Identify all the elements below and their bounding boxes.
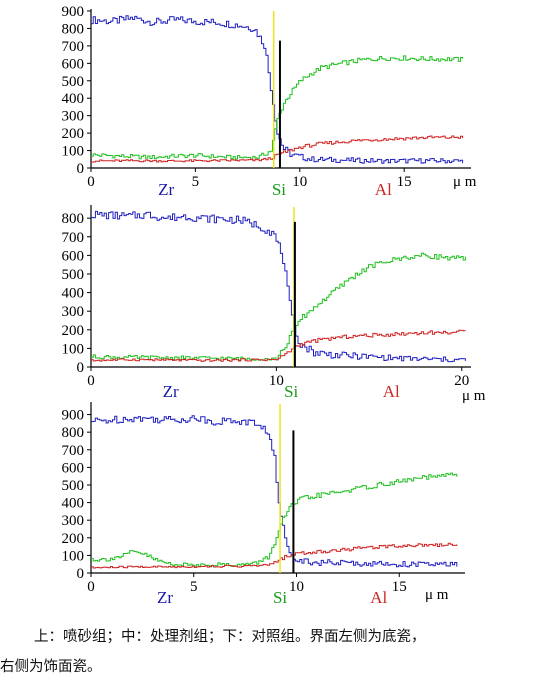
series-label-zr: Zr — [158, 180, 174, 199]
y-tick-label: 300 — [62, 304, 85, 320]
y-tick-label: 0 — [77, 161, 85, 177]
x-tick-label: 20 — [454, 373, 469, 389]
caption-line-1: 上：喷砂组；中：处理剂组；下：对照组。界面左侧为底瓷， — [34, 629, 426, 645]
y-tick-label: 300 — [62, 513, 85, 529]
y-tick-label: 600 — [62, 460, 85, 476]
x-tick-label: 5 — [190, 579, 198, 595]
x-unit-label: μ m — [453, 174, 477, 190]
y-tick-label: 500 — [62, 267, 85, 283]
series-label-si: Si — [284, 382, 298, 401]
series-label-al: Al — [370, 588, 387, 607]
y-tick-label: 800 — [62, 21, 85, 37]
y-tick-label: 500 — [62, 478, 85, 494]
series-line-si — [91, 252, 466, 361]
x-tick-label: 0 — [87, 174, 95, 190]
y-tick-label: 200 — [62, 323, 85, 339]
series-label-al: Al — [375, 180, 392, 199]
y-tick-label: 100 — [62, 548, 85, 564]
y-tick-label: 300 — [62, 109, 85, 125]
series-line-si — [91, 55, 464, 160]
series-label-si: Si — [272, 180, 286, 199]
series-line-si — [91, 472, 458, 567]
x-tick-label: 10 — [269, 373, 284, 389]
series-line-zr — [91, 15, 464, 164]
y-tick-label: 100 — [62, 341, 85, 357]
series-line-al — [91, 135, 464, 163]
series-label-zr: Zr — [157, 588, 173, 607]
figure-caption: 上：喷砂组；中：处理剂组；下：对照组。界面左侧为底瓷， 右侧为饰面瓷。 — [0, 622, 536, 682]
y-tick-label: 700 — [62, 39, 85, 55]
y-tick-label: 200 — [62, 531, 85, 547]
x-tick-label: 0 — [87, 579, 95, 595]
y-tick-label: 100 — [62, 144, 85, 160]
series-line-zr — [91, 210, 466, 363]
x-tick-label: 10 — [292, 174, 307, 190]
series-line-al — [91, 329, 466, 362]
x-tick-label: 0 — [87, 373, 95, 389]
series-label-zr: Zr — [163, 382, 179, 401]
series-label-al: Al — [383, 382, 400, 401]
y-tick-label: 400 — [62, 496, 85, 512]
y-tick-label: 700 — [62, 230, 85, 246]
y-tick-label: 0 — [77, 566, 85, 582]
x-tick-label: 5 — [192, 174, 200, 190]
y-tick-label: 400 — [62, 286, 85, 302]
y-tick-label: 900 — [62, 4, 85, 20]
y-tick-label: 200 — [62, 126, 85, 142]
series-label-si: Si — [273, 588, 287, 607]
y-tick-label: 500 — [62, 74, 85, 90]
y-tick-label: 900 — [62, 408, 85, 424]
x-tick-label: 15 — [392, 579, 407, 595]
caption-line-2: 右侧为饰面瓷。 — [0, 659, 102, 675]
y-tick-label: 600 — [62, 248, 85, 264]
x-tick-label: 10 — [289, 579, 304, 595]
series-line-zr — [91, 415, 458, 568]
y-tick-label: 400 — [62, 91, 85, 107]
y-tick-label: 800 — [62, 211, 85, 227]
y-tick-label: 800 — [62, 425, 85, 441]
x-unit-label: μ m — [425, 587, 449, 603]
y-tick-label: 0 — [77, 360, 85, 376]
series-line-al — [91, 542, 458, 569]
x-tick-label: 15 — [397, 174, 412, 190]
y-tick-label: 700 — [62, 443, 85, 459]
y-tick-label: 600 — [62, 56, 85, 72]
x-unit-label: μ m — [462, 388, 486, 404]
